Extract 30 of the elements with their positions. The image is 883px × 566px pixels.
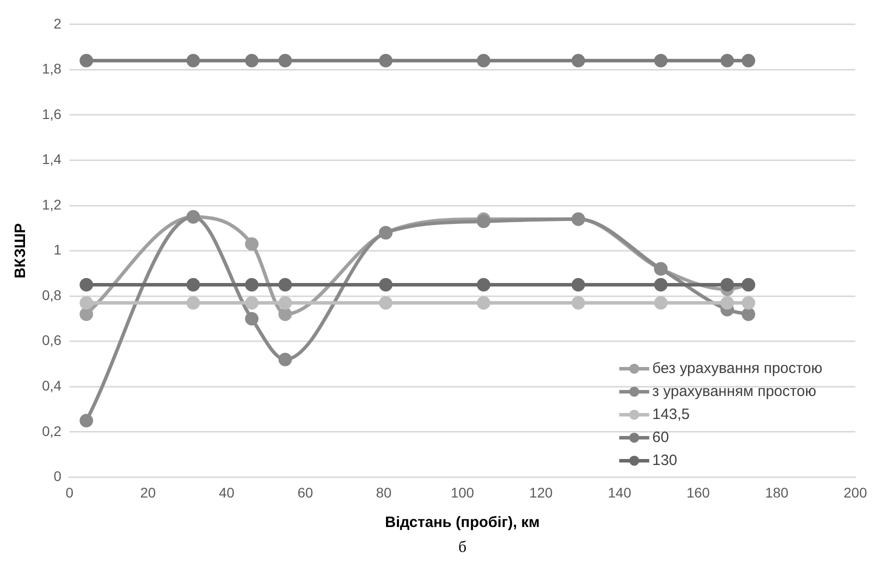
x-tick-label: 180 xyxy=(765,484,789,500)
x-tick-label: 140 xyxy=(608,484,632,500)
x-axis-title: Відстань (пробіг), км xyxy=(384,514,540,532)
y-tick-label: 0 xyxy=(54,468,62,484)
y-tick-label: 1,2 xyxy=(42,196,62,212)
x-tick-label: 40 xyxy=(218,484,235,500)
y-tick-label: 0,2 xyxy=(42,422,62,439)
y-tick-label: 0,6 xyxy=(42,332,62,348)
x-tick-label: 80 xyxy=(376,484,392,500)
x-tick-label: 100 xyxy=(450,484,474,500)
x-tick-label: 0 xyxy=(66,484,74,500)
y-tick-label: 1,4 xyxy=(42,151,62,168)
legend-label: 130 xyxy=(652,452,678,469)
y-tick-label: 2 xyxy=(54,15,62,32)
y-tick-label: 1 xyxy=(54,242,62,258)
x-tick-label: 160 xyxy=(686,484,710,500)
y-tick-label: 0,4 xyxy=(42,378,62,394)
legend-label: 60 xyxy=(652,428,669,446)
legend-label: з урахуванням простою xyxy=(652,382,816,400)
text: б xyxy=(458,539,466,556)
y-tick-label: 0,8 xyxy=(42,286,62,303)
x-tick-label: 20 xyxy=(140,484,156,500)
y-tick-label: 1,8 xyxy=(42,60,62,77)
legend-label: без урахування простою xyxy=(652,360,822,377)
legend-label: 143,5 xyxy=(652,406,690,423)
x-tick-label: 200 xyxy=(844,484,868,500)
y-tick-label: 1,6 xyxy=(42,106,62,122)
y-axis-title: ВКЗШР xyxy=(12,223,30,278)
x-tick-label: 120 xyxy=(529,484,553,500)
x-tick-label: 60 xyxy=(297,484,314,500)
